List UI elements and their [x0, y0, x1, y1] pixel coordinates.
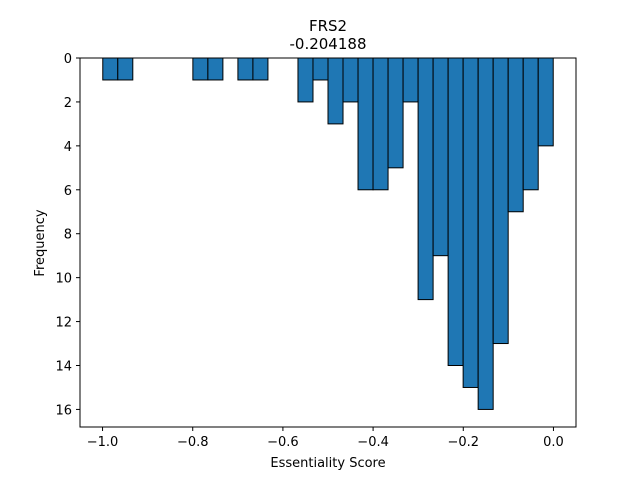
y-tick-label: 2	[64, 96, 72, 111]
x-tick-label: 0.0	[543, 435, 564, 450]
histogram-bar	[492, 57, 509, 345]
y-tick-label: 12	[55, 316, 72, 331]
x-tick-label: −1.0	[87, 435, 119, 450]
y-tick-label: 14	[55, 360, 72, 375]
histogram-bar	[357, 57, 374, 191]
histogram-bar	[237, 57, 254, 81]
histogram-bar	[432, 57, 449, 257]
histogram-bar	[327, 57, 344, 125]
y-tick-label: 0	[64, 52, 72, 67]
chart-subtitle: -0.204188	[290, 35, 367, 53]
histogram-bar	[387, 57, 404, 169]
y-tick-label: 10	[55, 272, 72, 287]
y-axis-label: Frequency	[33, 209, 48, 276]
y-tick-label: 16	[55, 403, 72, 418]
y-tick-label: 8	[64, 228, 72, 243]
x-tick-label: −0.2	[447, 435, 479, 450]
histogram-bar	[252, 57, 269, 81]
histogram-bar	[507, 57, 524, 213]
x-tick-label: −0.6	[267, 435, 299, 450]
chart-title: FRS2	[309, 17, 347, 35]
histogram-bar	[417, 57, 434, 301]
histogram-bar	[447, 57, 464, 366]
y-tick-label: 4	[64, 140, 72, 155]
histogram-bar	[477, 57, 494, 410]
histogram-bar	[297, 57, 314, 103]
histogram-bar	[207, 57, 224, 81]
y-axis-ticks: 0 2 4 6 8 10 12 14 16	[55, 52, 80, 418]
x-axis-label: Essentiality Score	[270, 456, 385, 471]
x-tick-label: −0.8	[177, 435, 209, 450]
histogram-bar	[537, 57, 554, 147]
histogram-bar	[522, 57, 539, 191]
histogram-bar	[117, 57, 134, 81]
x-tick-label: −0.4	[357, 435, 389, 450]
histogram-bar	[192, 57, 209, 81]
histogram-bar	[312, 57, 329, 81]
x-axis-ticks: −1.0 −0.8 −0.6 −0.4 −0.2 0.0	[87, 427, 564, 450]
plot-frame	[79, 57, 577, 428]
bars-group	[102, 57, 554, 410]
histogram-bar	[402, 57, 419, 103]
histogram-bar	[102, 57, 119, 81]
histogram-bar	[462, 57, 479, 388]
histogram-bar	[342, 57, 359, 103]
y-tick-label: 6	[64, 184, 72, 199]
histogram-bar	[372, 57, 389, 191]
